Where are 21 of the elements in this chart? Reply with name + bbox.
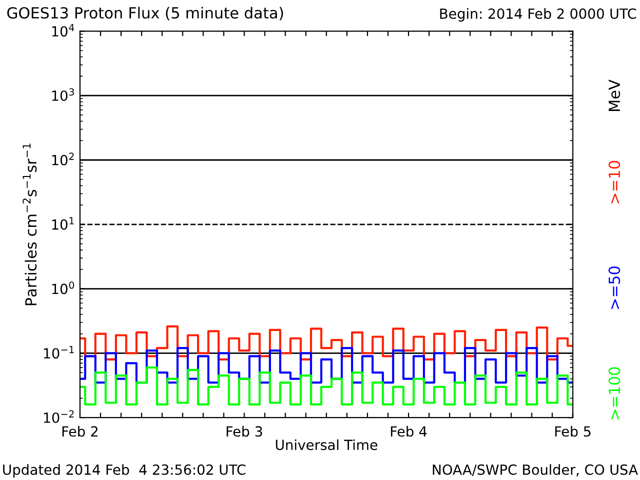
y-tick-label: 10$^{−1}$ <box>44 346 74 359</box>
text: Updated 2014 Feb 4 23:56:02 UTC <box>3 464 246 478</box>
y-tick-label: 10$^{1}$ <box>52 217 74 230</box>
y-tick-label: 10$^{−2}$ <box>44 410 74 423</box>
y-tick-label: 10$^{4}$ <box>52 24 74 37</box>
x-tick-label: Feb 3 <box>226 426 262 437</box>
x-tick-label: Feb 5 <box>555 426 591 437</box>
text: >=100 <box>608 367 620 420</box>
x-tick-label: Feb 4 <box>390 426 427 437</box>
y-tick-label: 10$^{2}$ <box>52 152 74 166</box>
x-axis-title: Universal Time <box>276 439 378 450</box>
text: NOAA/SWPC Boulder, CO USA <box>432 464 638 476</box>
chart-subtitle: Begin: 2014 Feb 2 0000 UTC <box>440 8 636 22</box>
y-tick-label: 10$^{3}$ <box>52 88 74 101</box>
text: >=50 <box>608 266 620 309</box>
x-tick-label: Feb 2 <box>62 426 98 437</box>
text: >=10 <box>608 160 620 204</box>
chart-title: GOES13 Proton Flux (5 minute data) <box>7 6 283 20</box>
y-tick-label: 10$^{0}$ <box>52 281 74 294</box>
y-axis-title: Particles cm$^{−2}$s$^{−1}$sr$^{−1}$ <box>22 144 37 306</box>
text: MeV <box>608 80 620 112</box>
